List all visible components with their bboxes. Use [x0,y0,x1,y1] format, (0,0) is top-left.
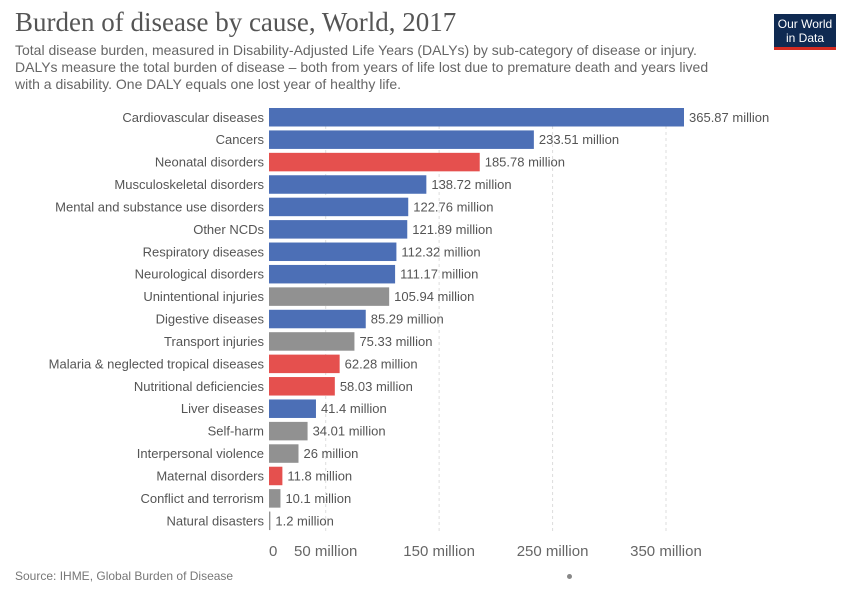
logo-line-1: Our World [777,17,833,31]
category-label-7: Neurological disorders [135,267,265,282]
x-tick-label-3: 250 million [517,543,589,560]
bar-16 [269,466,283,486]
bar-6 [269,242,397,262]
category-label-6: Respiratory diseases [143,244,265,259]
value-label-2: 185.78 million [485,155,565,170]
bar-8 [269,287,390,306]
category-label-8: Unintentional injuries [143,289,264,304]
chart-subtitle: Total disease burden, measured in Disabi… [15,42,709,92]
value-label-3: 138.72 million [431,177,511,192]
bar-2 [269,152,480,172]
value-label-7: 111.17 million [400,267,478,282]
owid-logo[interactable]: Our World in Data [774,14,836,50]
bar-12 [269,377,335,396]
x-tick-label-1: 50 million [294,543,357,560]
value-label-11: 62.28 million [345,356,418,371]
x-tick-label-4: 350 million [630,543,702,560]
logo-line-2: in Data [785,31,825,45]
bar-7 [269,264,396,284]
value-label-14: 34.01 million [313,424,386,439]
dot-icon [567,574,572,579]
category-label-4: Mental and substance use disorders [55,199,264,214]
category-label-13: Liver diseases [181,401,265,416]
value-label-0: 365.87 million [689,110,769,125]
value-label-16: 11.8 million [287,468,352,483]
category-label-2: Neonatal disorders [155,155,265,170]
bar-17 [269,489,281,508]
source-note[interactable]: Source: IHME, Global Burden of Disease [15,569,234,583]
bar-9 [269,309,366,329]
value-label-8: 105.94 million [394,289,474,304]
value-label-5: 121.89 million [412,222,492,237]
value-label-9: 85.29 million [371,312,444,327]
bar-14 [269,421,308,441]
bar-18 [269,511,271,531]
category-label-18: Natural disasters [166,513,264,528]
category-label-9: Digestive diseases [156,312,265,327]
category-label-14: Self-harm [208,424,264,439]
category-label-17: Conflict and terrorism [140,491,264,506]
bar-11 [269,354,340,374]
category-label-11: Malaria & neglected tropical diseases [49,356,265,371]
value-label-18: 1.2 million [275,513,334,528]
category-label-5: Other NCDs [193,222,264,237]
category-label-1: Cancers [216,132,265,147]
x-tick-label-2: 150 million [403,543,475,560]
category-label-10: Transport injuries [164,334,264,349]
value-label-17: 10.1 million [285,491,351,506]
bar-15 [269,444,299,463]
value-label-1: 233.51 million [539,132,619,147]
chart-title: Burden of disease by cause, World, 2017 [15,7,457,37]
value-label-6: 112.32 million [401,244,480,259]
x-tick-label-0: 0 [269,543,277,560]
value-label-4: 122.76 million [413,199,493,214]
value-label-15: 26 million [303,446,358,461]
category-label-16: Maternal disorders [156,468,264,483]
category-label-12: Nutritional deficiencies [134,379,265,394]
bar-0 [269,108,684,127]
bar-1 [269,130,534,149]
bar-10 [269,332,355,351]
category-label-0: Cardiovascular diseases [122,110,264,125]
value-label-13: 41.4 million [321,401,387,416]
bar-13 [269,399,316,418]
value-label-10: 75.33 million [359,334,432,349]
bar-3 [269,175,427,194]
category-label-3: Musculoskeletal disorders [114,177,264,192]
bar-4 [269,197,409,217]
value-label-12: 58.03 million [340,379,413,394]
category-label-15: Interpersonal violence [137,446,264,461]
bar-5 [269,220,408,239]
